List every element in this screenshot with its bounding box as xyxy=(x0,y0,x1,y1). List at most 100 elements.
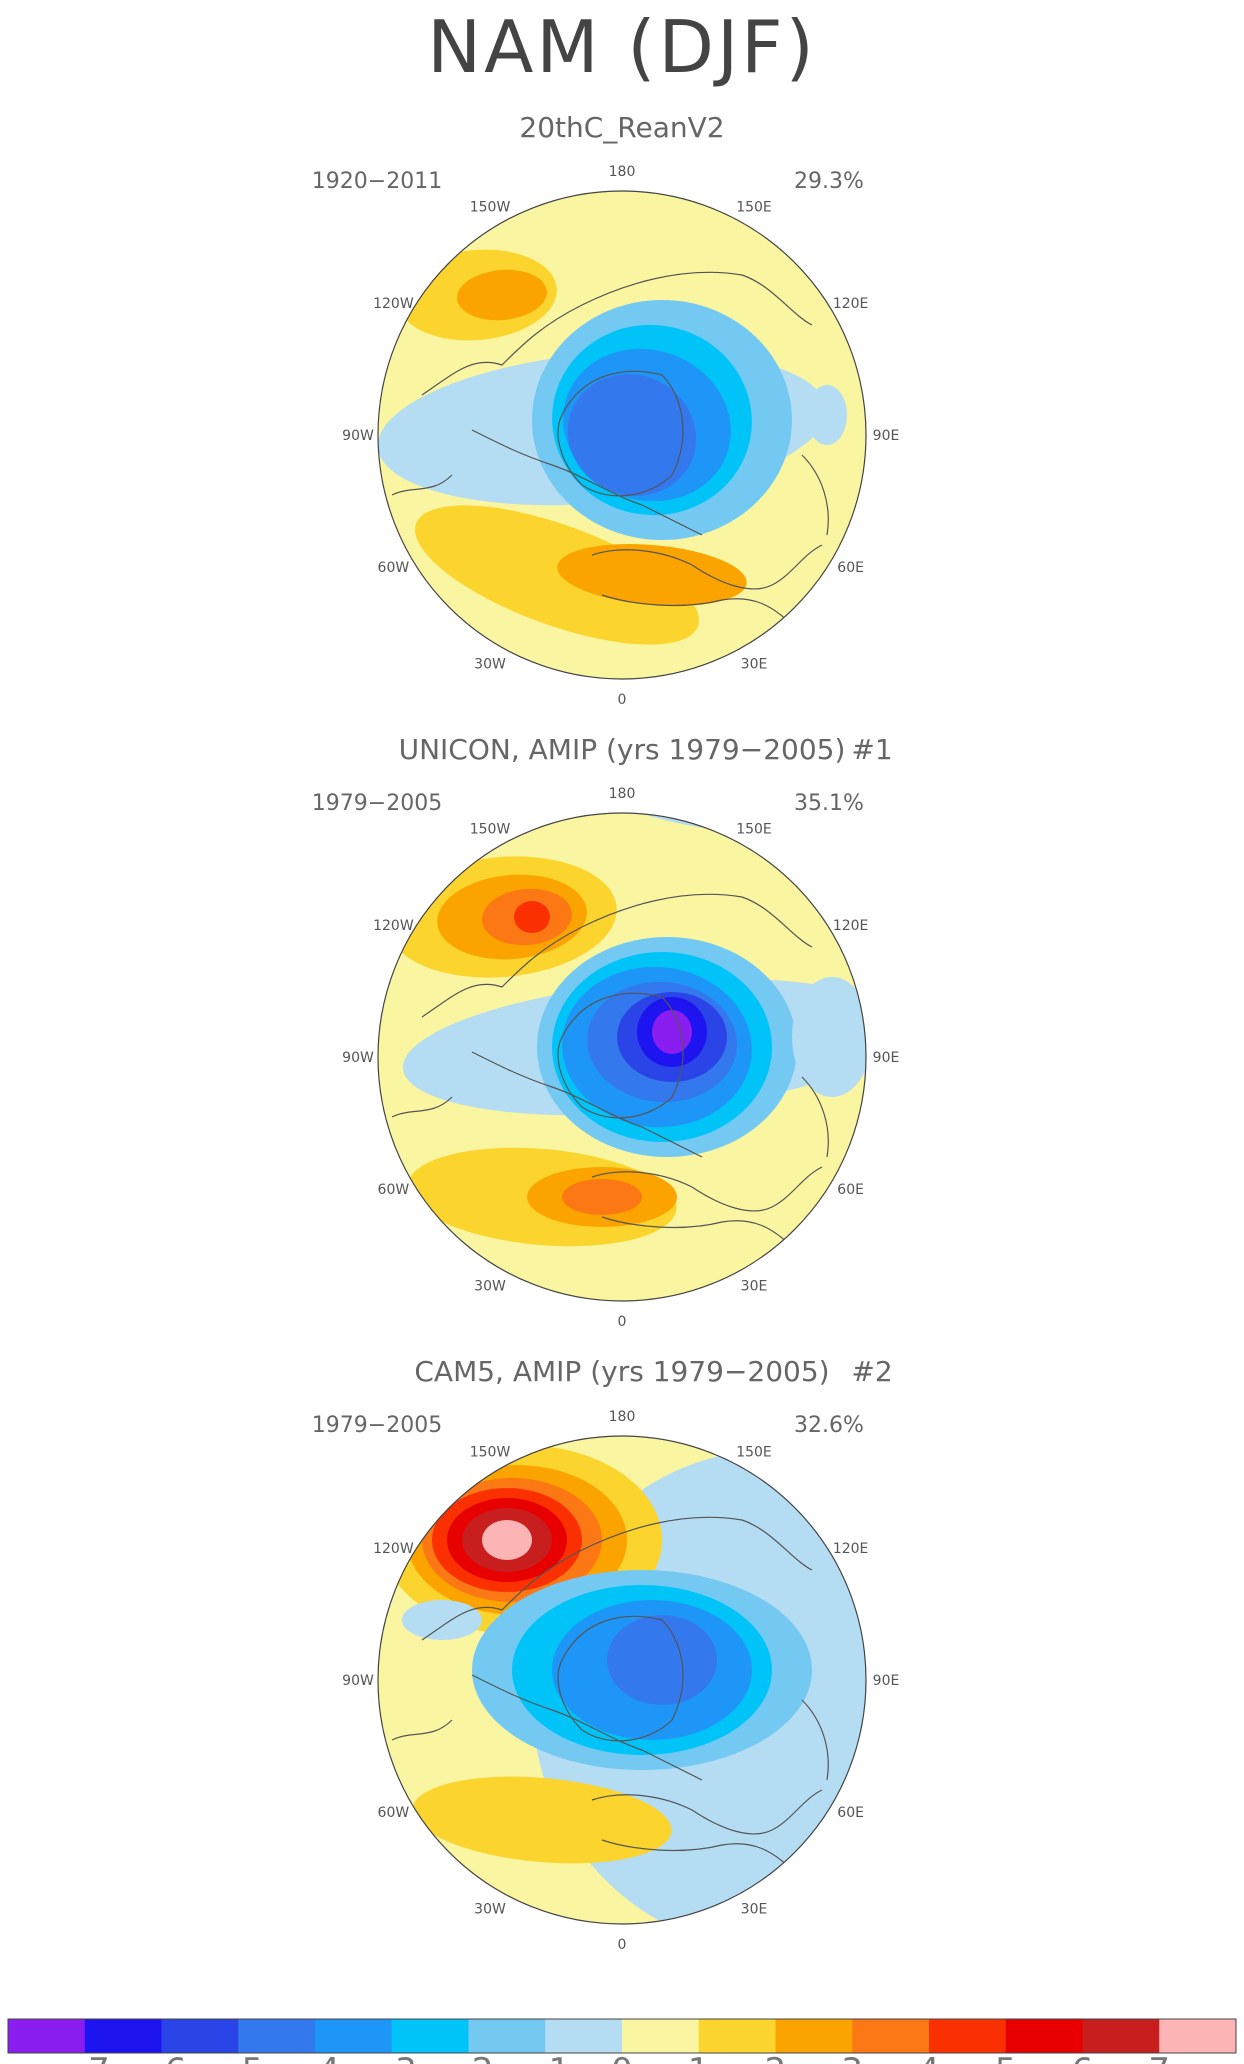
map-panel: UNICON, AMIP (yrs 1979−2005) #1 1979−2005 3… xyxy=(312,733,900,1330)
coastline xyxy=(801,454,829,536)
longitude-label: 120E xyxy=(833,918,869,934)
variance-label: 29.3% xyxy=(794,169,864,194)
contour-region xyxy=(607,1615,717,1705)
contour-region xyxy=(807,385,847,445)
colorbar-swatch xyxy=(545,2019,623,2053)
longitude-label: 150E xyxy=(736,199,772,215)
longitude-label: 90E xyxy=(873,1673,900,1689)
colorbar: −7 −6 −5 −4 −3 −2 −1 0 1 2 3 4 5 6 7 xyxy=(7,2018,1237,2064)
longitude-label: 150E xyxy=(736,1444,772,1460)
colorbar-swatch xyxy=(8,2019,86,2053)
longitude-label: 120W xyxy=(373,296,414,312)
polar-map: 180 150E 120E 90E 60E 30E 0 30W 60W 90W 120W 150W xyxy=(342,786,900,1330)
coastline xyxy=(421,1516,813,1641)
contour-region xyxy=(514,901,550,933)
longitude-label: 0 xyxy=(618,1937,627,1953)
coastline xyxy=(471,429,703,536)
contour-region xyxy=(562,1179,642,1215)
longitude-label: 60W xyxy=(378,560,410,576)
map-panel: CAM5, AMIP (yrs 1979−2005) #2 1979−2005 32.… xyxy=(312,1355,900,1953)
longitude-label: 180 xyxy=(609,1409,636,1425)
colorbar-swatch xyxy=(622,2019,700,2053)
map-panel: 20thC_ReanV2 1920−2011 29.3% 180 150E 120E 90E… xyxy=(312,111,900,708)
colorbar-swatch xyxy=(698,2019,776,2053)
contour-region xyxy=(457,269,547,321)
colorbar-swatch xyxy=(852,2019,930,2053)
coastline xyxy=(421,271,813,396)
coastline xyxy=(391,1719,453,1741)
colorbar-tick-label: −4 xyxy=(290,2051,340,2064)
colorbar-tick-label: 7 xyxy=(1148,2051,1170,2064)
panel-title: 20thC_ReanV2 xyxy=(519,111,724,144)
longitude-label: 60E xyxy=(837,1182,864,1198)
period-label: 1979−2005 xyxy=(312,791,442,816)
longitude-label: 0 xyxy=(618,1314,627,1330)
coastline xyxy=(601,1839,793,1871)
colorbar-swatch xyxy=(929,2019,1007,2053)
contour-region xyxy=(567,374,697,496)
main-title: NAM (DJF) xyxy=(427,5,816,89)
longitude-label: 30W xyxy=(474,1279,506,1295)
coastline xyxy=(391,474,453,496)
colorbar-swatch xyxy=(391,2019,469,2053)
map-border xyxy=(377,1435,867,1925)
coastline xyxy=(801,1076,829,1158)
longitude-label: 30W xyxy=(474,657,506,673)
coastline xyxy=(591,1789,823,1835)
longitude-label: 60E xyxy=(837,560,864,576)
colorbar-swatch xyxy=(1005,2019,1083,2053)
panel-tag: #2 xyxy=(851,1355,892,1388)
longitude-label: 180 xyxy=(609,164,636,180)
longitude-label: 60W xyxy=(378,1805,410,1821)
colorbar-tick-label: 5 xyxy=(995,2051,1017,2064)
contour-region xyxy=(652,1010,692,1054)
longitude-label: 90W xyxy=(342,1673,374,1689)
variance-label: 35.1% xyxy=(794,791,864,816)
coastline xyxy=(557,992,684,1119)
colorbar-swatch xyxy=(161,2019,239,2053)
coastline xyxy=(591,544,823,590)
contour-region xyxy=(402,1600,482,1640)
longitude-label: 90E xyxy=(873,1050,900,1066)
contour-region xyxy=(792,977,866,1097)
coastline xyxy=(601,594,793,626)
colorbar-tick-label: −5 xyxy=(213,2051,263,2064)
coastline xyxy=(557,1615,684,1742)
colorbar-tick-label: 0 xyxy=(611,2051,633,2064)
longitude-label: 30E xyxy=(741,1902,768,1918)
longitude-label: 150W xyxy=(470,1444,511,1460)
longitude-label: 0 xyxy=(618,692,627,708)
longitude-label: 60E xyxy=(837,1805,864,1821)
variance-label: 32.6% xyxy=(794,1413,864,1438)
map-border xyxy=(377,190,867,680)
longitude-label: 90W xyxy=(342,428,374,444)
colorbar-swatch xyxy=(315,2019,393,2053)
coastline xyxy=(601,1216,793,1248)
period-label: 1979−2005 xyxy=(312,1413,442,1438)
colorbar-swatch xyxy=(238,2019,316,2053)
contour-region xyxy=(415,505,699,645)
panels: 20thC_ReanV2 1920−2011 29.3% 180 150E 120E 90E… xyxy=(312,111,900,1953)
panel-title: UNICON, AMIP (yrs 1979−2005) xyxy=(399,733,846,766)
colorbar-tick-label: −7 xyxy=(60,2051,110,2064)
colorbar-tick-label: 4 xyxy=(918,2051,940,2064)
longitude-label: 150E xyxy=(736,821,772,837)
longitude-label: 120E xyxy=(833,1541,869,1557)
longitude-label: 90W xyxy=(342,1050,374,1066)
polar-map: 180 150E 120E 90E 60E 30E 0 30W 60W 90W 120W 150W xyxy=(342,164,899,708)
longitude-label: 150W xyxy=(470,821,511,837)
coastline xyxy=(391,1096,453,1118)
colorbar-tick-label: −2 xyxy=(443,2051,493,2064)
coastline xyxy=(591,1166,823,1212)
longitude-label: 120E xyxy=(833,296,869,312)
colorbar-tick-label: −6 xyxy=(136,2051,186,2064)
colorbar-tick-label: 3 xyxy=(841,2051,863,2064)
panel-tag: #1 xyxy=(851,733,892,766)
colorbar-tick-label: 2 xyxy=(765,2051,787,2064)
colorbar-swatch xyxy=(775,2019,853,2053)
panel-title: CAM5, AMIP (yrs 1979−2005) xyxy=(414,1355,829,1388)
longitude-label: 120W xyxy=(373,1541,414,1557)
coastline xyxy=(471,1674,703,1781)
coastline xyxy=(801,1699,829,1781)
coastline xyxy=(557,370,684,497)
